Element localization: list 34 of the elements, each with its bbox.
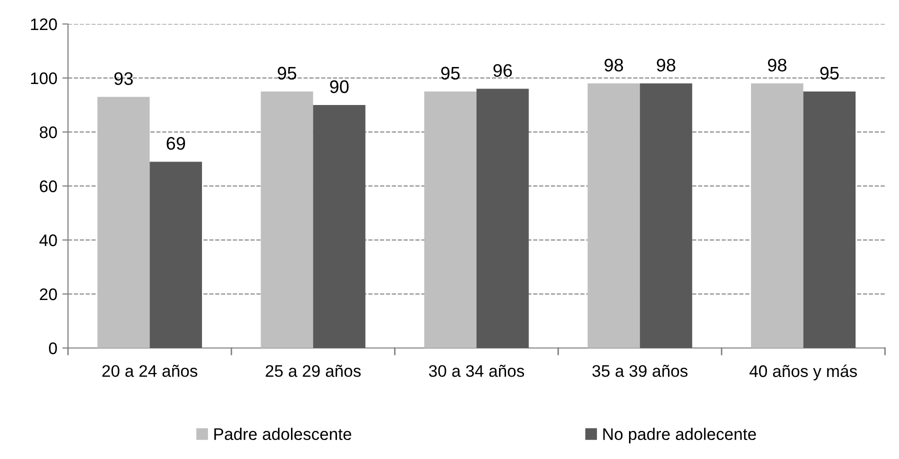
x-tick-label: 30 a 34 años [428, 364, 524, 377]
y-tick-label: 80 [40, 126, 57, 138]
y-tick-label: 60 [40, 180, 57, 192]
bar [476, 88, 529, 348]
data-label: 95 [278, 66, 296, 80]
bar [640, 83, 692, 348]
data-label: 90 [330, 80, 349, 94]
x-tick-label: 35 a 39 años [592, 364, 688, 377]
data-label: 98 [768, 58, 786, 72]
x-tick-label: 20 a 24 años [102, 364, 198, 377]
y-tick-label: 40 [39, 234, 57, 246]
bar [588, 83, 640, 348]
data-label: 93 [114, 72, 133, 85]
bar [803, 92, 856, 348]
legend-label: No padre adolecente [603, 428, 756, 444]
bar [424, 92, 476, 348]
data-label: 98 [604, 58, 624, 72]
data-label: 69 [166, 137, 186, 150]
legend-label: Padre adolescente [214, 428, 352, 440]
data-label: 95 [441, 66, 460, 80]
bar [260, 92, 314, 348]
bar [751, 83, 804, 348]
x-tick-label: 40 años y más [749, 364, 857, 380]
data-label: 96 [493, 64, 512, 77]
y-tick-label: 100 [31, 72, 57, 84]
data-label: 95 [820, 66, 839, 80]
bar [150, 162, 202, 348]
y-tick-label: 120 [31, 18, 57, 30]
x-tick-label: 25 a 29 años [266, 364, 361, 377]
bar [97, 96, 150, 348]
y-tick-label: 0 [48, 342, 57, 354]
bar [313, 105, 366, 348]
y-tick-label: 20 [40, 288, 57, 300]
data-label: 98 [656, 58, 676, 72]
